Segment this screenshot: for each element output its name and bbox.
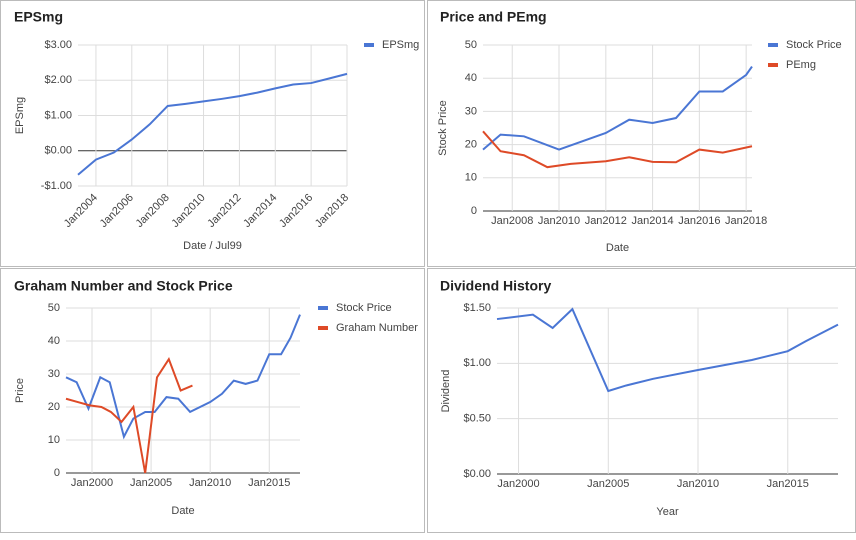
y-tick-label: $1.00 xyxy=(463,357,491,369)
y-tick-label: 10 xyxy=(465,172,477,184)
y-axis-title: Stock Price xyxy=(437,100,449,156)
y-tick-label: 10 xyxy=(48,434,60,446)
series-line xyxy=(77,72,348,176)
x-tick-label: Jan2008 xyxy=(491,215,533,227)
x-tick-label: Jan2016 xyxy=(678,215,720,227)
x-axis-title: Year xyxy=(656,506,679,518)
y-tick-label: $2.00 xyxy=(44,74,72,86)
y-tick-label: $1.00 xyxy=(44,109,72,121)
x-tick-label: Jan2000 xyxy=(497,478,539,490)
y-axis-title: Price xyxy=(14,378,26,403)
chart-title: Dividend History xyxy=(440,278,551,294)
y-tick-label: 30 xyxy=(48,368,60,380)
x-tick-label: Jan2015 xyxy=(767,478,809,490)
x-tick-label: Jan2015 xyxy=(248,477,290,489)
y-tick-label: $0.50 xyxy=(463,413,491,425)
x-tick-label: Jan2010 xyxy=(189,477,231,489)
y-tick-label: 0 xyxy=(54,467,60,479)
chart-title: Price and PEmg xyxy=(440,9,547,25)
y-tick-label: 50 xyxy=(465,39,477,51)
series-line xyxy=(482,66,753,151)
x-axis-title: Date xyxy=(171,505,194,517)
x-tick-label: Jan2005 xyxy=(587,478,629,490)
y-tick-label: 40 xyxy=(465,72,477,84)
legend-label: EPSmg xyxy=(382,39,419,51)
chart-title: EPSmg xyxy=(14,9,63,25)
legend-label: Stock Price xyxy=(336,302,392,314)
x-axis-title: Date / Jul99 xyxy=(183,240,242,252)
y-tick-label: $1.50 xyxy=(463,302,491,314)
y-tick-label: 50 xyxy=(48,302,60,314)
series-line xyxy=(482,130,753,169)
x-tick-label: Jan2018 xyxy=(725,215,767,227)
y-tick-label: 30 xyxy=(465,105,477,117)
panel xyxy=(427,268,856,533)
legend-label: Graham Number xyxy=(336,322,418,334)
y-tick-label: $0.00 xyxy=(463,468,491,480)
x-tick-label: Jan2012 xyxy=(585,215,627,227)
chart-title: Graham Number and Stock Price xyxy=(14,278,233,294)
y-tick-label: 20 xyxy=(48,401,60,413)
x-tick-label: Jan2010 xyxy=(677,478,719,490)
x-axis-title: Date xyxy=(606,242,629,254)
x-tick-label: Jan2000 xyxy=(71,477,113,489)
y-tick-label: 40 xyxy=(48,335,60,347)
series-line xyxy=(65,356,193,474)
series-line xyxy=(65,314,301,440)
y-axis-title: EPSmg xyxy=(14,97,26,134)
x-tick-label: Jan2005 xyxy=(130,477,172,489)
y-tick-label: 0 xyxy=(471,205,477,217)
legend-label: Stock Price xyxy=(786,39,842,51)
series-line xyxy=(496,307,839,393)
y-tick-label: -$1.00 xyxy=(41,180,72,192)
y-tick-label: 20 xyxy=(465,139,477,151)
y-tick-label: $3.00 xyxy=(44,39,72,51)
y-axis-title: Dividend xyxy=(440,370,452,413)
y-tick-label: $0.00 xyxy=(44,145,72,157)
x-tick-label: Jan2014 xyxy=(631,215,673,227)
x-tick-label: Jan2010 xyxy=(538,215,580,227)
legend-label: PEmg xyxy=(786,59,816,71)
